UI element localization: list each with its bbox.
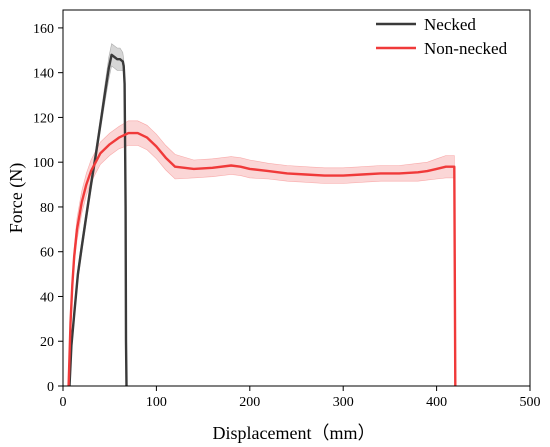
y-tick-label: 20: [40, 335, 54, 350]
x-tick-label: 200: [239, 395, 260, 410]
y-tick-label: 120: [33, 111, 54, 126]
x-tick-label: 100: [146, 395, 167, 410]
series-line-non-necked: [67, 131, 457, 386]
y-tick-label: 60: [40, 246, 54, 261]
y-tick-label: 0: [47, 380, 54, 395]
x-tick-label: 300: [333, 395, 354, 410]
y-tick-label: 100: [33, 156, 54, 171]
plot-area: [67, 43, 457, 386]
axes: 0 100 200 300 400 500 0 20 40 60 80 100 120 140 160: [33, 9, 541, 410]
x-tick-label: 400: [426, 395, 447, 410]
y-tick-label: 80: [40, 201, 54, 216]
plot-frame: [62, 9, 531, 387]
x-axis-title: Displacement（mm）: [213, 423, 376, 443]
y-tick-label: 140: [33, 67, 54, 82]
series-line-necked: [68, 53, 128, 386]
y-tick-label: 160: [33, 22, 54, 37]
legend-label-necked: Necked: [424, 15, 476, 34]
legend-label-non-necked: Non-necked: [424, 39, 508, 58]
legend: Necked Non-necked: [376, 15, 508, 58]
y-axis-title: Force (N): [6, 163, 27, 233]
y-tick-label: 40: [40, 290, 54, 305]
x-tick-label: 500: [520, 395, 541, 410]
x-tick-label: 0: [60, 395, 67, 410]
